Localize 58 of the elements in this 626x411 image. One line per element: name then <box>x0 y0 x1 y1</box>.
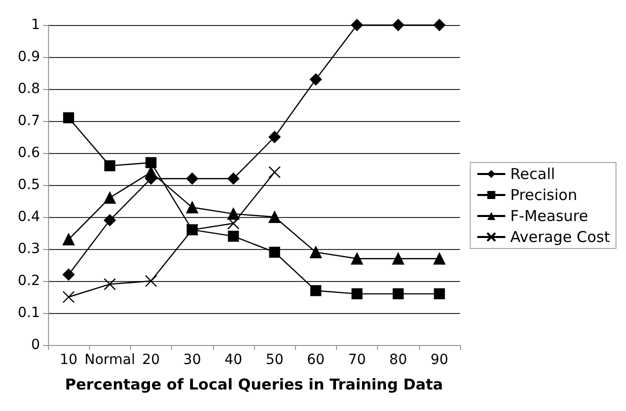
point <box>146 157 156 168</box>
point <box>310 73 322 86</box>
point <box>228 230 239 242</box>
x-tick-label: 20 <box>142 352 160 368</box>
x-tick-label: 40 <box>224 352 242 368</box>
x-tick-label: Normal <box>84 352 136 368</box>
y-tick-label: 0.9 <box>18 49 40 65</box>
point <box>268 131 281 143</box>
point <box>433 252 446 265</box>
x-axis-title: Percentage of Local Queries in Training Data <box>64 376 444 394</box>
x-tick-label: 30 <box>183 352 202 368</box>
legend-label: Average Cost <box>510 228 610 246</box>
x-tick-label: 50 <box>266 352 284 368</box>
point <box>227 172 240 185</box>
point <box>310 246 322 258</box>
point <box>392 252 404 265</box>
y-tick-label: 0.2 <box>18 273 40 289</box>
legend-label: Recall <box>510 165 556 183</box>
legend-label: Precision <box>510 186 578 204</box>
point <box>62 268 75 281</box>
point <box>186 172 198 185</box>
y-tick-label: 0.7 <box>18 113 40 129</box>
point <box>62 233 75 246</box>
point <box>227 217 240 230</box>
x-tick-label: 80 <box>389 352 408 368</box>
point <box>144 274 158 288</box>
x-tick-label: 10 <box>60 352 78 368</box>
y-tick-label: 0.5 <box>18 177 40 193</box>
point <box>227 208 240 220</box>
y-tick-label: 0.1 <box>18 305 40 321</box>
point <box>351 19 363 31</box>
point <box>351 252 363 265</box>
point <box>433 19 446 31</box>
point <box>268 166 281 178</box>
point <box>104 214 116 226</box>
y-tick-label: 0.8 <box>18 81 40 97</box>
x-tick-label: 90 <box>430 352 448 368</box>
point <box>104 192 116 204</box>
x-tick-label: 70 <box>348 352 366 368</box>
point <box>63 112 74 124</box>
point <box>352 288 362 300</box>
point <box>310 285 322 296</box>
y-tick-label: 1 <box>31 17 40 33</box>
point <box>269 246 280 258</box>
point <box>392 19 404 31</box>
point <box>104 160 116 172</box>
point <box>268 211 281 223</box>
point <box>186 201 198 214</box>
y-tick-label: 0.6 <box>18 145 40 161</box>
point <box>392 288 404 300</box>
y-tick-label: 0 <box>31 337 40 353</box>
legend-label: F-Measure <box>510 207 588 225</box>
x-tick-label: 60 <box>306 352 325 368</box>
point <box>104 278 116 290</box>
point <box>434 288 445 300</box>
y-tick-label: 0.4 <box>18 209 40 225</box>
y-tick-label: 0.3 <box>18 241 40 257</box>
point <box>62 290 75 304</box>
